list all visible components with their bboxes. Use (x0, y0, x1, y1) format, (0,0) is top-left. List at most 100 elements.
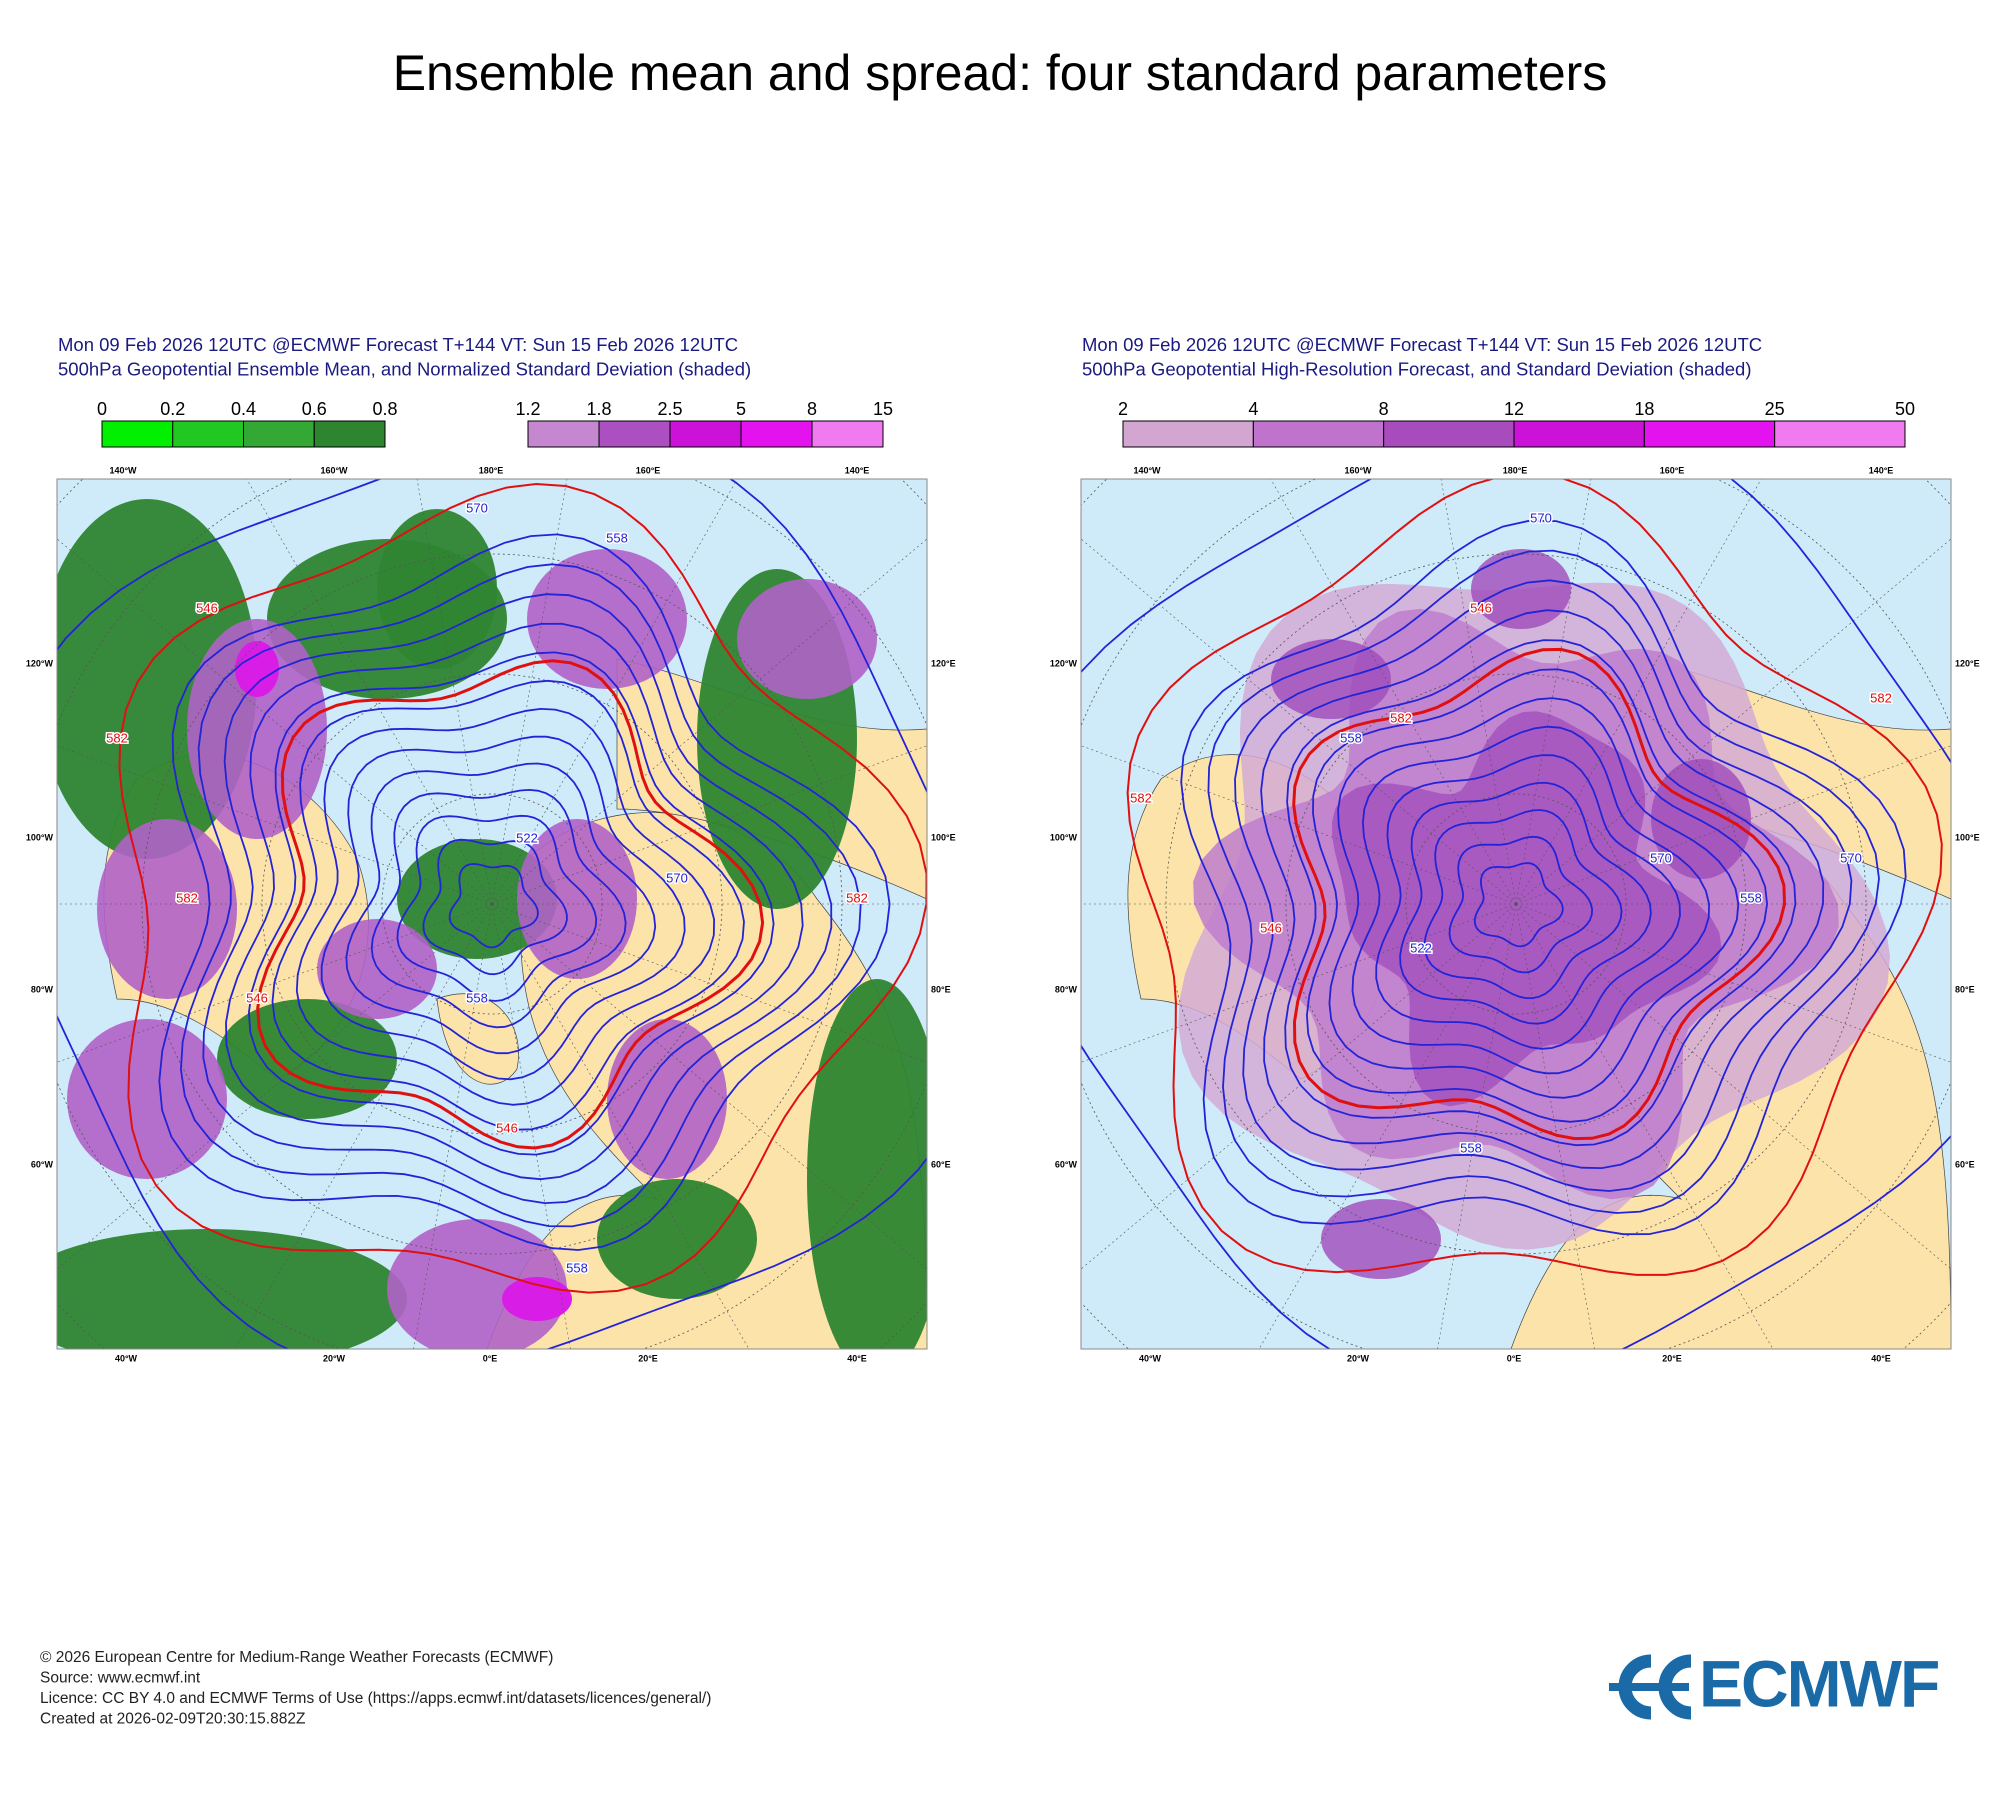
contour (1292, 647, 1787, 1141)
lon-label: 40°W (115, 1353, 138, 1363)
lon-label: 140°E (1869, 465, 1894, 475)
logo-mark (1609, 1683, 1689, 1691)
contour-label: 582 (176, 890, 198, 905)
contour (1351, 725, 1711, 1075)
contour-label: 558 (1740, 890, 1762, 905)
lon-label: 40°E (847, 1353, 867, 1363)
shading (317, 919, 437, 1019)
lon-label: 120°E (931, 658, 956, 668)
colorbar-label: 0.2 (160, 399, 185, 419)
graticule (1081, 903, 1517, 1270)
lon-label: 120°W (26, 658, 54, 668)
contour-label: 582 (1870, 690, 1892, 705)
shading (807, 979, 927, 1349)
contour (1126, 479, 1943, 1276)
contour (1260, 609, 1825, 1170)
map-header: Mon 09 Feb 2026 12UTC @ECMWF Forecast T+… (58, 334, 738, 355)
contour-label: 558 (1460, 1140, 1482, 1155)
contour (1399, 781, 1652, 1025)
graticule (234, 903, 493, 1349)
lon-label: 60°W (1055, 1159, 1078, 1169)
contour-label: 582 (846, 890, 868, 905)
colorbar-label: 8 (1379, 399, 1389, 419)
graticule (57, 903, 493, 1063)
lon-label: 140°E (845, 465, 870, 475)
contour-label: 522 (516, 830, 538, 845)
graticule (1515, 745, 1951, 905)
contour (320, 735, 686, 1081)
map: 546 582 570 558 582 522 570 558 570 582 546 558 (1081, 479, 1951, 1349)
contour (118, 482, 927, 1294)
colorbar-label: 1.8 (586, 399, 611, 419)
lon-label: 20°W (1347, 1353, 1370, 1363)
contour (422, 838, 568, 976)
colorbar-box (527, 420, 600, 448)
shading (235, 641, 279, 697)
contour-label: 582 (1130, 790, 1152, 805)
map-frame (1080, 478, 1952, 1350)
contour (1234, 579, 1853, 1192)
lon-label: 100°E (931, 832, 956, 842)
contour-label: 558 (1340, 730, 1362, 745)
colorbar-label: 0 (97, 399, 107, 419)
contour (1448, 835, 1594, 974)
colorbar-box (243, 420, 315, 448)
contour (1180, 519, 1907, 1236)
shading (97, 819, 237, 999)
contour (345, 762, 657, 1055)
colorbar-label: 4 (1248, 399, 1258, 419)
footer-line: © 2026 European Centre for Medium-Range … (40, 1649, 553, 1666)
colorbar-box (1383, 420, 1515, 448)
lon-label: 120°W (1050, 658, 1078, 668)
colorbar-label: 2 (1118, 399, 1128, 419)
contour-label: 546 (196, 600, 218, 615)
contour-label: 582 (106, 730, 128, 745)
contour (158, 533, 891, 1251)
contour (1207, 549, 1880, 1214)
colorbar-label: 0.6 (302, 399, 327, 419)
colorbar-box (1513, 420, 1645, 448)
map-frame (56, 478, 928, 1350)
lon-label: 20°E (638, 1353, 658, 1363)
lon-label: 100°E (1955, 832, 1980, 842)
lon-label: 160°E (636, 465, 661, 475)
colorbar-box (1122, 420, 1254, 448)
map-header: Mon 09 Feb 2026 12UTC @ECMWF Forecast T+… (1082, 334, 1762, 355)
panel-left: Mon 09 Feb 2026 12UTC @ECMWF Forecast T+… (26, 334, 956, 1363)
lon-label: 60°E (931, 1159, 951, 1169)
graticule (1437, 903, 1517, 1349)
graticule (57, 903, 493, 1270)
contour-label: 558 (566, 1260, 588, 1275)
contour-label: 570 (666, 870, 688, 885)
colorbar-label: 5 (736, 399, 746, 419)
lon-label: 80°E (931, 984, 951, 994)
contour (448, 863, 539, 949)
colorbar-box (1774, 420, 1906, 448)
colorbar-label: 50 (1895, 399, 1915, 419)
colorbar-label: 8 (807, 399, 817, 419)
contour (179, 563, 862, 1228)
shading (1651, 759, 1751, 879)
graticule (1258, 903, 1517, 1349)
contour-label: 546 (1260, 920, 1282, 935)
map-header: 500hPa Geopotential High-Resolution Fore… (1082, 358, 1752, 379)
graticule (491, 903, 927, 1270)
lon-label: 40°E (1871, 1353, 1891, 1363)
colorbar-label: 12 (1504, 399, 1524, 419)
lon-label: 180°E (479, 465, 504, 475)
graticule (491, 538, 927, 905)
shading (67, 1019, 227, 1179)
shading (597, 1179, 757, 1299)
lon-label: 0°E (1507, 1353, 1522, 1363)
lon-label: 140°W (1133, 465, 1161, 475)
shading (1271, 639, 1391, 719)
colorbar-box (172, 420, 244, 448)
graticule (416, 479, 493, 905)
colorbar-box (740, 420, 813, 448)
graticule (491, 903, 927, 1063)
contour (1328, 697, 1740, 1099)
contour (1081, 479, 1951, 1349)
graticule (1515, 903, 1774, 1349)
